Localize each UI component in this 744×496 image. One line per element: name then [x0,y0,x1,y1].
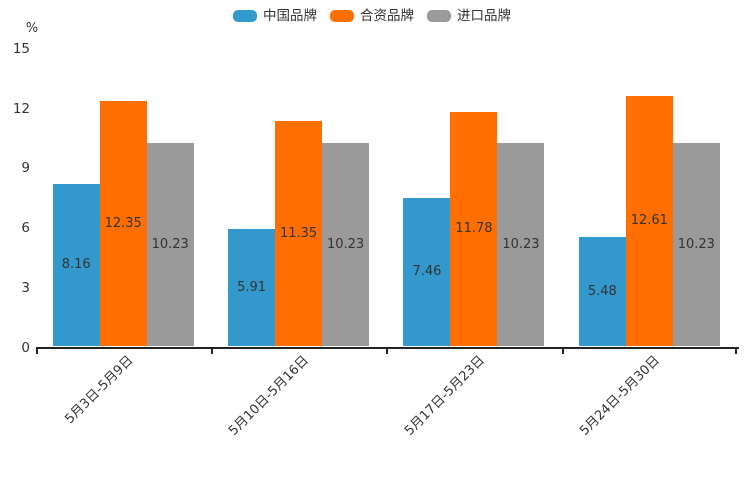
x-axis-tick [561,348,564,354]
legend-label: 进口品牌 [457,8,511,24]
bar-合资品牌-3 [450,112,498,347]
bar-value-label: 10.23 [151,236,189,252]
legend-item-2[interactable]: 合资品牌 [330,7,414,25]
bar-value-label: 5.91 [237,279,267,295]
legend-label: 合资品牌 [360,8,414,24]
bar-value-label: 8.16 [61,257,91,273]
legend-item-1[interactable]: 中国品牌 [233,7,317,25]
x-axis-category-label: 5月3日-5月9日 [62,353,137,428]
bar-进口品牌-4 [672,142,720,347]
legend-marker-icon [330,10,354,22]
x-axis-tick [386,348,389,354]
x-axis-line [35,346,739,349]
x-axis-tick [35,348,38,354]
legend-marker-icon [427,10,451,22]
x-axis-category-label: 5月10日-5月16日 [226,353,313,439]
bar-value-label: 10.23 [502,236,540,252]
bar-中国品牌-2 [228,228,276,347]
x-axis-category-label: 5月17日-5月23日 [401,353,488,439]
bar-中国品牌-1 [52,184,100,347]
legend-item-3[interactable]: 进口品牌 [427,7,511,25]
bar-中国品牌-4 [578,237,626,347]
bar-合资品牌-4 [625,95,673,347]
bar-value-label: 10.23 [326,236,365,252]
bar-value-label: 11.35 [279,225,318,241]
bar-进口品牌-3 [497,142,545,347]
bar-value-label: 5.48 [587,283,617,299]
bar-value-label: 11.78 [455,221,493,237]
y-tick-label: 0 [21,339,30,356]
bar-value-label: 12.35 [104,215,142,231]
legend: 中国品牌 合资品牌 进口品牌 [0,7,744,25]
legend-label: 中国品牌 [263,8,317,24]
bar-value-label: 12.61 [630,213,668,229]
y-tick-label: 3 [21,279,30,296]
bar-合资品牌-1 [99,100,147,347]
y-tick-label: 15 [12,41,30,57]
bar-进口品牌-2 [322,142,370,347]
bar-value-label: 10.23 [677,236,715,252]
y-axis-unit-label: % [25,21,39,36]
y-tick-label: 6 [21,220,30,237]
x-axis-tick [210,348,213,354]
y-tick-label: 9 [21,160,30,177]
x-axis-tick [735,348,737,354]
bar-value-label: 7.46 [412,264,442,280]
bar-进口品牌-1 [146,142,194,347]
bar-合资品牌-2 [275,120,323,347]
x-axis-category-label: 5月24日-5月30日 [577,353,663,439]
legend-marker-icon [233,10,257,22]
y-tick-label: 12 [12,100,30,117]
bar-中国品牌-3 [403,198,451,347]
